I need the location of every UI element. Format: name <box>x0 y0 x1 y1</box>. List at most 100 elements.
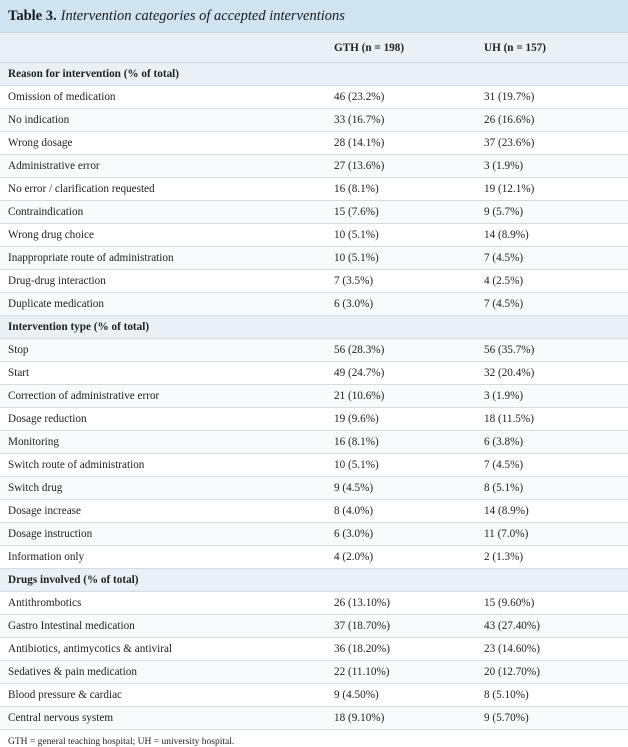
table-row: Switch drug 9 (4.5%) 8 (5.1%) <box>0 476 628 500</box>
table-title: Intervention categories of accepted inte… <box>60 7 345 24</box>
uh-value: 8 (5.10%) <box>476 683 628 707</box>
table-caption: Table 3. Intervention categories of acce… <box>0 0 628 33</box>
section-header-row: Intervention type (% of total) <box>0 315 628 339</box>
uh-value: 31 (19.7%) <box>476 85 628 109</box>
table-row: Stop 56 (28.3%) 56 (35.7%) <box>0 338 628 362</box>
table-row: Inappropriate route of administration 10 … <box>0 246 628 270</box>
table-row: No indication 33 (16.7%) 26 (16.6%) <box>0 108 628 132</box>
row-label: Wrong dosage <box>0 131 326 155</box>
row-label: Antibiotics, antimycotics & antiviral <box>0 637 326 661</box>
row-label: Start <box>0 361 326 385</box>
uh-value: 9 (5.7%) <box>476 200 628 224</box>
table-row: Wrong dosage 28 (14.1%) 37 (23.6%) <box>0 131 628 155</box>
row-label: No error / clarification requested <box>0 177 326 201</box>
uh-value: 20 (12.70%) <box>476 660 628 684</box>
gth-value: 22 (11.10%) <box>326 660 476 684</box>
table-footnote: GTH = general teaching hospital; UH = un… <box>8 737 235 747</box>
row-label: Wrong drug choice <box>0 223 326 247</box>
row-label: Switch route of administration <box>0 453 326 477</box>
section-header-row: Reason for intervention (% of total) <box>0 62 628 86</box>
uh-value: 6 (3.8%) <box>476 430 628 454</box>
table-row: Dosage instruction 6 (3.0%) 11 (7.0%) <box>0 522 628 546</box>
table-row: Dosage reduction 19 (9.6%) 18 (11.5%) <box>0 407 628 431</box>
uh-value: 3 (1.9%) <box>476 154 628 178</box>
uh-value: 37 (23.6%) <box>476 131 628 155</box>
row-label: Central nervous system <box>0 706 326 730</box>
row-label: Blood pressure & cardiac <box>0 683 326 707</box>
uh-value: 43 (27.40%) <box>476 614 628 638</box>
uh-value: 8 (5.1%) <box>476 476 628 500</box>
gth-value: 10 (5.1%) <box>326 246 476 270</box>
table-body: Reason for intervention (% of total) Omis… <box>0 62 628 730</box>
gth-value: 15 (7.6%) <box>326 200 476 224</box>
table-row: Dosage increase 8 (4.0%) 14 (8.9%) <box>0 499 628 523</box>
header-cell-gth: GTH (n = 198) <box>326 33 476 63</box>
row-label: No indication <box>0 108 326 132</box>
table-row: Drug-drug interaction 7 (3.5%) 4 (2.5%) <box>0 269 628 293</box>
uh-value: 23 (14.60%) <box>476 637 628 661</box>
gth-value: 6 (3.0%) <box>326 522 476 546</box>
gth-value: 4 (2.0%) <box>326 545 476 569</box>
uh-value: 7 (4.5%) <box>476 292 628 316</box>
row-label: Gastro Intestinal medication <box>0 614 326 638</box>
row-label: Dosage instruction <box>0 522 326 546</box>
gth-value: 21 (10.6%) <box>326 384 476 408</box>
uh-value: 19 (12.1%) <box>476 177 628 201</box>
uh-value: 18 (11.5%) <box>476 407 628 431</box>
gth-value: 16 (8.1%) <box>326 430 476 454</box>
gth-value: 27 (13.6%) <box>326 154 476 178</box>
gth-value: 37 (18.70%) <box>326 614 476 638</box>
gth-value: 7 (3.5%) <box>326 269 476 293</box>
row-label: Monitoring <box>0 430 326 454</box>
section-title: Reason for intervention (% of total) <box>0 62 628 86</box>
table-row: Sedatives & pain medication 22 (11.10%) 20… <box>0 660 628 684</box>
section-title: Intervention type (% of total) <box>0 315 628 339</box>
header-row: GTH (n = 198) UH (n = 157) <box>0 33 628 63</box>
row-label: Administrative error <box>0 154 326 178</box>
uh-value: 14 (8.9%) <box>476 223 628 247</box>
gth-value: 6 (3.0%) <box>326 292 476 316</box>
table-row: Central nervous system 18 (9.10%) 9 (5.70%… <box>0 706 628 730</box>
uh-value: 11 (7.0%) <box>476 522 628 546</box>
header-cell-label <box>0 33 326 63</box>
table-row: Gastro Intestinal medication 37 (18.70%) 4… <box>0 614 628 638</box>
uh-value: 7 (4.5%) <box>476 246 628 270</box>
uh-value: 7 (4.5%) <box>476 453 628 477</box>
table-row: Information only 4 (2.0%) 2 (1.3%) <box>0 545 628 569</box>
gth-value: 56 (28.3%) <box>326 338 476 362</box>
data-table: GTH (n = 198) UH (n = 157) Reason for in… <box>0 33 628 730</box>
section-header-row: Drugs involved (% of total) <box>0 568 628 592</box>
gth-value: 36 (18.20%) <box>326 637 476 661</box>
uh-value: 26 (16.6%) <box>476 108 628 132</box>
row-label: Switch drug <box>0 476 326 500</box>
row-label: Dosage reduction <box>0 407 326 431</box>
uh-value: 56 (35.7%) <box>476 338 628 362</box>
row-label: Stop <box>0 338 326 362</box>
table-row: Correction of administrative error 21 (10… <box>0 384 628 408</box>
gth-value: 49 (24.7%) <box>326 361 476 385</box>
uh-value: 15 (9.60%) <box>476 591 628 615</box>
table-row: No error / clarification requested 16 (8.… <box>0 177 628 201</box>
table-row: Monitoring 16 (8.1%) 6 (3.8%) <box>0 430 628 454</box>
uh-value: 32 (20.4%) <box>476 361 628 385</box>
row-label: Antithrombotics <box>0 591 326 615</box>
gth-value: 33 (16.7%) <box>326 108 476 132</box>
row-label: Dosage increase <box>0 499 326 523</box>
gth-value: 9 (4.50%) <box>326 683 476 707</box>
table-row: Start 49 (24.7%) 32 (20.4%) <box>0 361 628 385</box>
uh-value: 9 (5.70%) <box>476 706 628 730</box>
gth-value: 16 (8.1%) <box>326 177 476 201</box>
gth-value: 10 (5.1%) <box>326 223 476 247</box>
row-label: Correction of administrative error <box>0 384 326 408</box>
header-cell-uh: UH (n = 157) <box>476 33 628 63</box>
uh-value: 2 (1.3%) <box>476 545 628 569</box>
table-row: Switch route of administration 10 (5.1%) 7… <box>0 453 628 477</box>
table-row: Duplicate medication 6 (3.0%) 7 (4.5%) <box>0 292 628 316</box>
gth-value: 19 (9.6%) <box>326 407 476 431</box>
section-title: Drugs involved (% of total) <box>0 568 628 592</box>
gth-value: 10 (5.1%) <box>326 453 476 477</box>
uh-value: 14 (8.9%) <box>476 499 628 523</box>
gth-value: 9 (4.5%) <box>326 476 476 500</box>
table-row: Antibiotics, antimycotics & antiviral 36 … <box>0 637 628 661</box>
table-row: Administrative error 27 (13.6%) 3 (1.9%) <box>0 154 628 178</box>
